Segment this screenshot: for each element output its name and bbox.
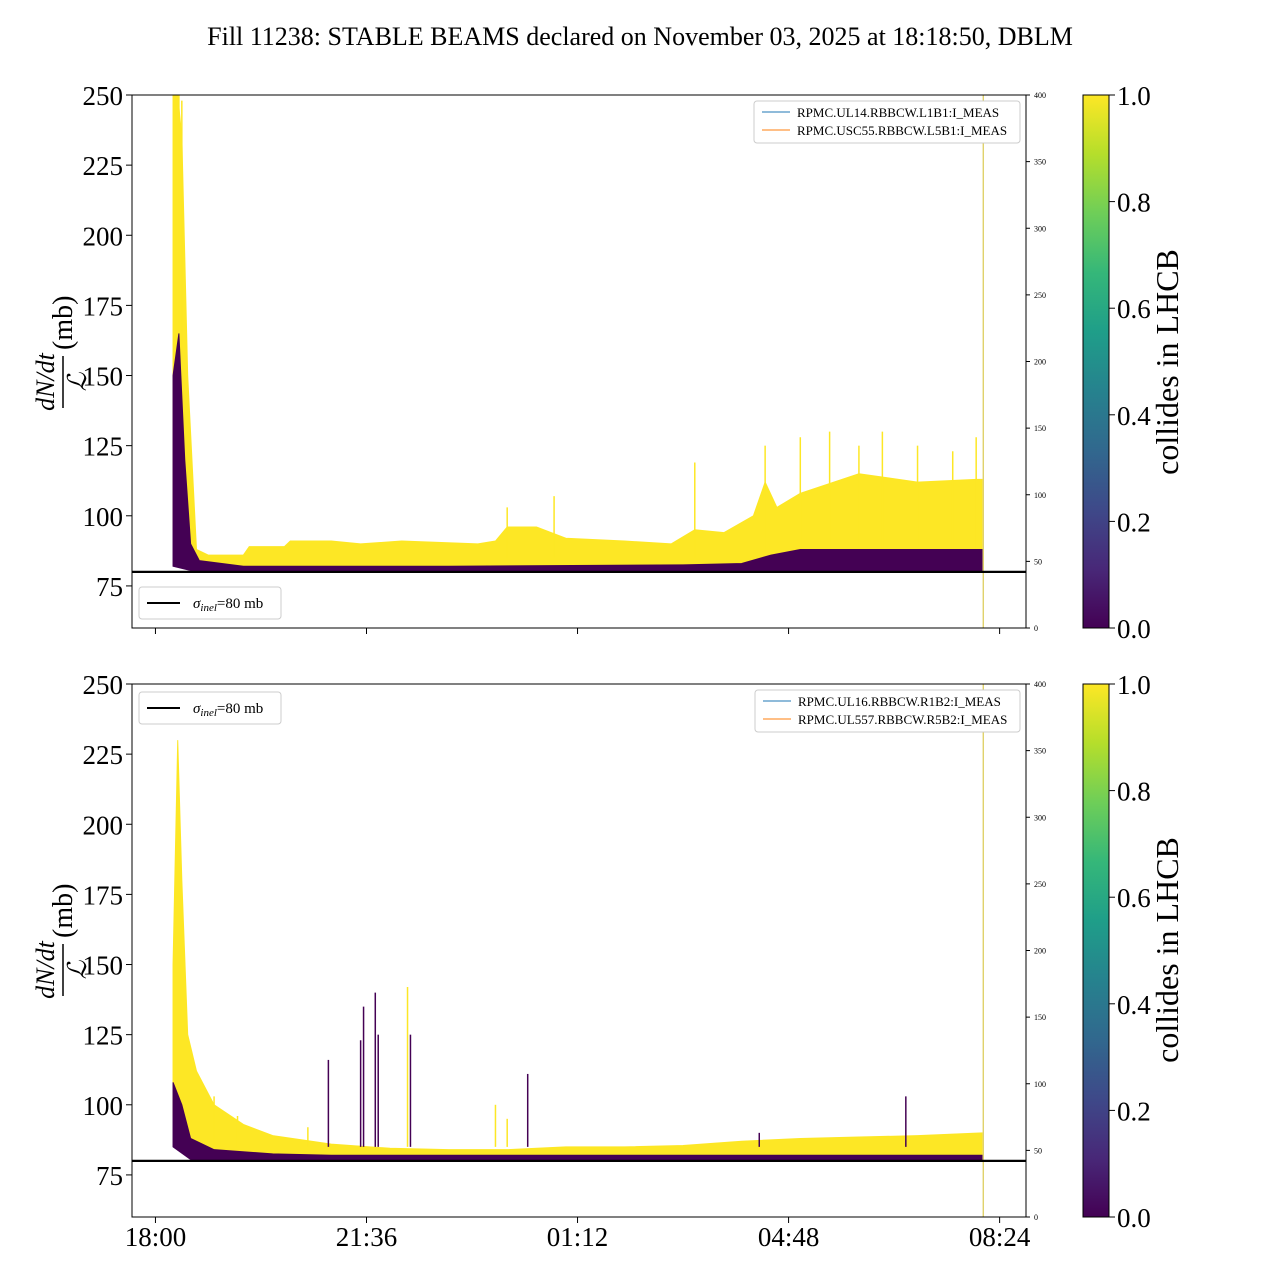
y-tick-label: 200 (83, 221, 124, 251)
y-tick-label: 175 (83, 291, 124, 321)
svg-text:σinel=80 mb: σinel=80 mb (193, 596, 263, 614)
top-series-legend: RPMC.UL14.RBBCW.L1B1:I_MEAS RPMC.USC55.R… (753, 100, 1021, 144)
colorbar-tick-label: 0.0 (1117, 1203, 1151, 1233)
y-tick-label: 150 (83, 362, 124, 392)
y2-tick-label: 400 (1034, 91, 1046, 100)
bottom-ylabel-unit: (mb) (48, 884, 79, 938)
bottom-series-legend: RPMC.UL16.RBBCW.R1B2:I_MEAS RPMC.UL557.R… (754, 689, 1021, 733)
y2-tick-label: 350 (1034, 747, 1046, 756)
y2-tick-label: 200 (1034, 358, 1046, 367)
bottom-hline-label: =80 mb (217, 701, 263, 717)
bottom-legend-series-2: RPMC.UL557.RBBCW.R5B2:I_MEAS (798, 712, 1007, 727)
bottom-colorbar-ticks: 0.0 0.2 0.4 0.6 0.8 1.0 (1109, 670, 1151, 1233)
top-ylabel-unit: (mb) (48, 296, 79, 350)
top-y-axis: 75 100 125 150 175 200 225 250 (83, 81, 132, 602)
bottom-legend-series-1: RPMC.UL16.RBBCW.R1B2:I_MEAS (798, 694, 1001, 709)
y2-tick-label: 350 (1034, 158, 1046, 167)
y2-tick-label: 250 (1034, 880, 1046, 889)
top-x-axis (154, 628, 1001, 634)
top-y-axis-label: dN/dt ℒ (mb) (31, 296, 92, 411)
figure-title: Fill 11238: STABLE BEAMS declared on Nov… (207, 22, 1073, 51)
y-tick-label: 75 (96, 1161, 123, 1191)
top-colorbar: 0.0 0.2 0.4 0.6 0.8 1.0 collides in LHCB (1082, 81, 1185, 644)
yellow-band (172, 95, 983, 567)
bottom-y-axis: 75 100 125 150 175 200 225 250 (83, 670, 132, 1191)
colorbar-tick-label: 1.0 (1117, 670, 1151, 700)
top-y2-axis: 0 50 100 150 200 250 300 350 400 (1026, 91, 1046, 633)
colorbar-tick-label: 0.2 (1117, 1096, 1151, 1126)
top-hline-label: =80 mb (217, 596, 263, 612)
y-tick-label: 175 (83, 880, 124, 910)
bottom-colorbar-label: collides in LHCB (1149, 837, 1185, 1063)
top-legend-series-2: RPMC.USC55.RBBCW.L5B1:I_MEAS (797, 123, 1007, 138)
y2-tick-label: 50 (1034, 557, 1042, 566)
y-tick-label: 150 (83, 951, 124, 981)
bottom-panel: 75 100 125 150 175 200 225 250 0 50 100 150 200 250 3… (31, 670, 1185, 1252)
colorbar-tick-label: 0.4 (1117, 990, 1151, 1020)
y-tick-label: 75 (96, 572, 123, 602)
colorbar-tick-label: 0.8 (1117, 188, 1151, 218)
bottom-colorbar: 0.0 0.2 0.4 0.6 0.8 1.0 collides in LHCB (1082, 670, 1185, 1233)
svg-text:ℒ: ℒ (63, 371, 92, 391)
top-legend-series-1: RPMC.UL14.RBBCW.L1B1:I_MEAS (797, 105, 999, 120)
bottom-y2-axis: 0 50 100 150 200 250 300 350 400 (1026, 680, 1046, 1222)
colorbar-tick-label: 0.6 (1117, 883, 1151, 913)
y-tick-label: 125 (83, 1021, 124, 1051)
bottom-plot-data (132, 684, 1026, 1217)
y-tick-label: 125 (83, 432, 124, 462)
svg-text:σinel=80 mb: σinel=80 mb (193, 701, 263, 719)
colorbar-tick-label: 0.0 (1117, 614, 1151, 644)
svg-text:ℒ: ℒ (63, 959, 92, 979)
y2-tick-label: 0 (1034, 624, 1038, 633)
y-tick-label: 250 (83, 670, 124, 700)
y2-tick-label: 50 (1034, 1146, 1042, 1155)
bottom-x-axis: 18:00 21:36 01:12 04:48 08:24 (125, 1217, 1031, 1252)
colorbar-tick-label: 0.8 (1117, 777, 1151, 807)
y-tick-label: 250 (83, 81, 124, 111)
y-tick-label: 100 (83, 502, 124, 532)
y2-tick-label: 100 (1034, 1080, 1046, 1089)
top-colorbar-label: collides in LHCB (1149, 249, 1185, 475)
top-colorbar-ticks: 0.0 0.2 0.4 0.6 0.8 1.0 (1109, 81, 1151, 644)
colorbar-tick-label: 1.0 (1117, 81, 1151, 111)
bottom-hline-legend: σinel=80 mb (138, 691, 282, 725)
x-tick-label: 01:12 (547, 1222, 609, 1252)
top-plot-data (132, 95, 1026, 628)
y2-tick-label: 100 (1034, 491, 1046, 500)
y2-tick-label: 400 (1034, 680, 1046, 689)
bottom-y-axis-label: dN/dt ℒ (mb) (31, 884, 92, 999)
y-tick-label: 100 (83, 1091, 124, 1121)
y-tick-label: 225 (83, 151, 124, 181)
svg-text:dN/dt: dN/dt (31, 940, 60, 999)
top-panel: 75 100 125 150 175 200 225 250 0 50 100 150 200 250 3… (31, 81, 1185, 644)
y2-tick-label: 0 (1034, 1213, 1038, 1222)
y2-tick-label: 150 (1034, 424, 1046, 433)
y2-tick-label: 300 (1034, 224, 1046, 233)
y2-tick-label: 200 (1034, 947, 1046, 956)
x-tick-label: 08:24 (969, 1222, 1031, 1252)
y-tick-label: 225 (83, 740, 124, 770)
y-tick-label: 200 (83, 810, 124, 840)
svg-text:dN/dt: dN/dt (31, 352, 60, 411)
y2-tick-label: 300 (1034, 813, 1046, 822)
y2-tick-label: 150 (1034, 1013, 1046, 1022)
x-tick-label: 18:00 (125, 1222, 187, 1252)
purple-band (172, 1082, 983, 1160)
x-tick-label: 04:48 (758, 1222, 820, 1252)
colorbar-tick-label: 0.6 (1117, 294, 1151, 324)
colorbar-tick-label: 0.2 (1117, 507, 1151, 537)
purple-band (172, 333, 983, 571)
colorbar-tick-label: 0.4 (1117, 401, 1151, 431)
y2-tick-label: 250 (1034, 291, 1046, 300)
x-tick-label: 21:36 (336, 1222, 398, 1252)
yellow-band (172, 740, 983, 1158)
top-hline-legend: σinel=80 mb (138, 586, 282, 620)
